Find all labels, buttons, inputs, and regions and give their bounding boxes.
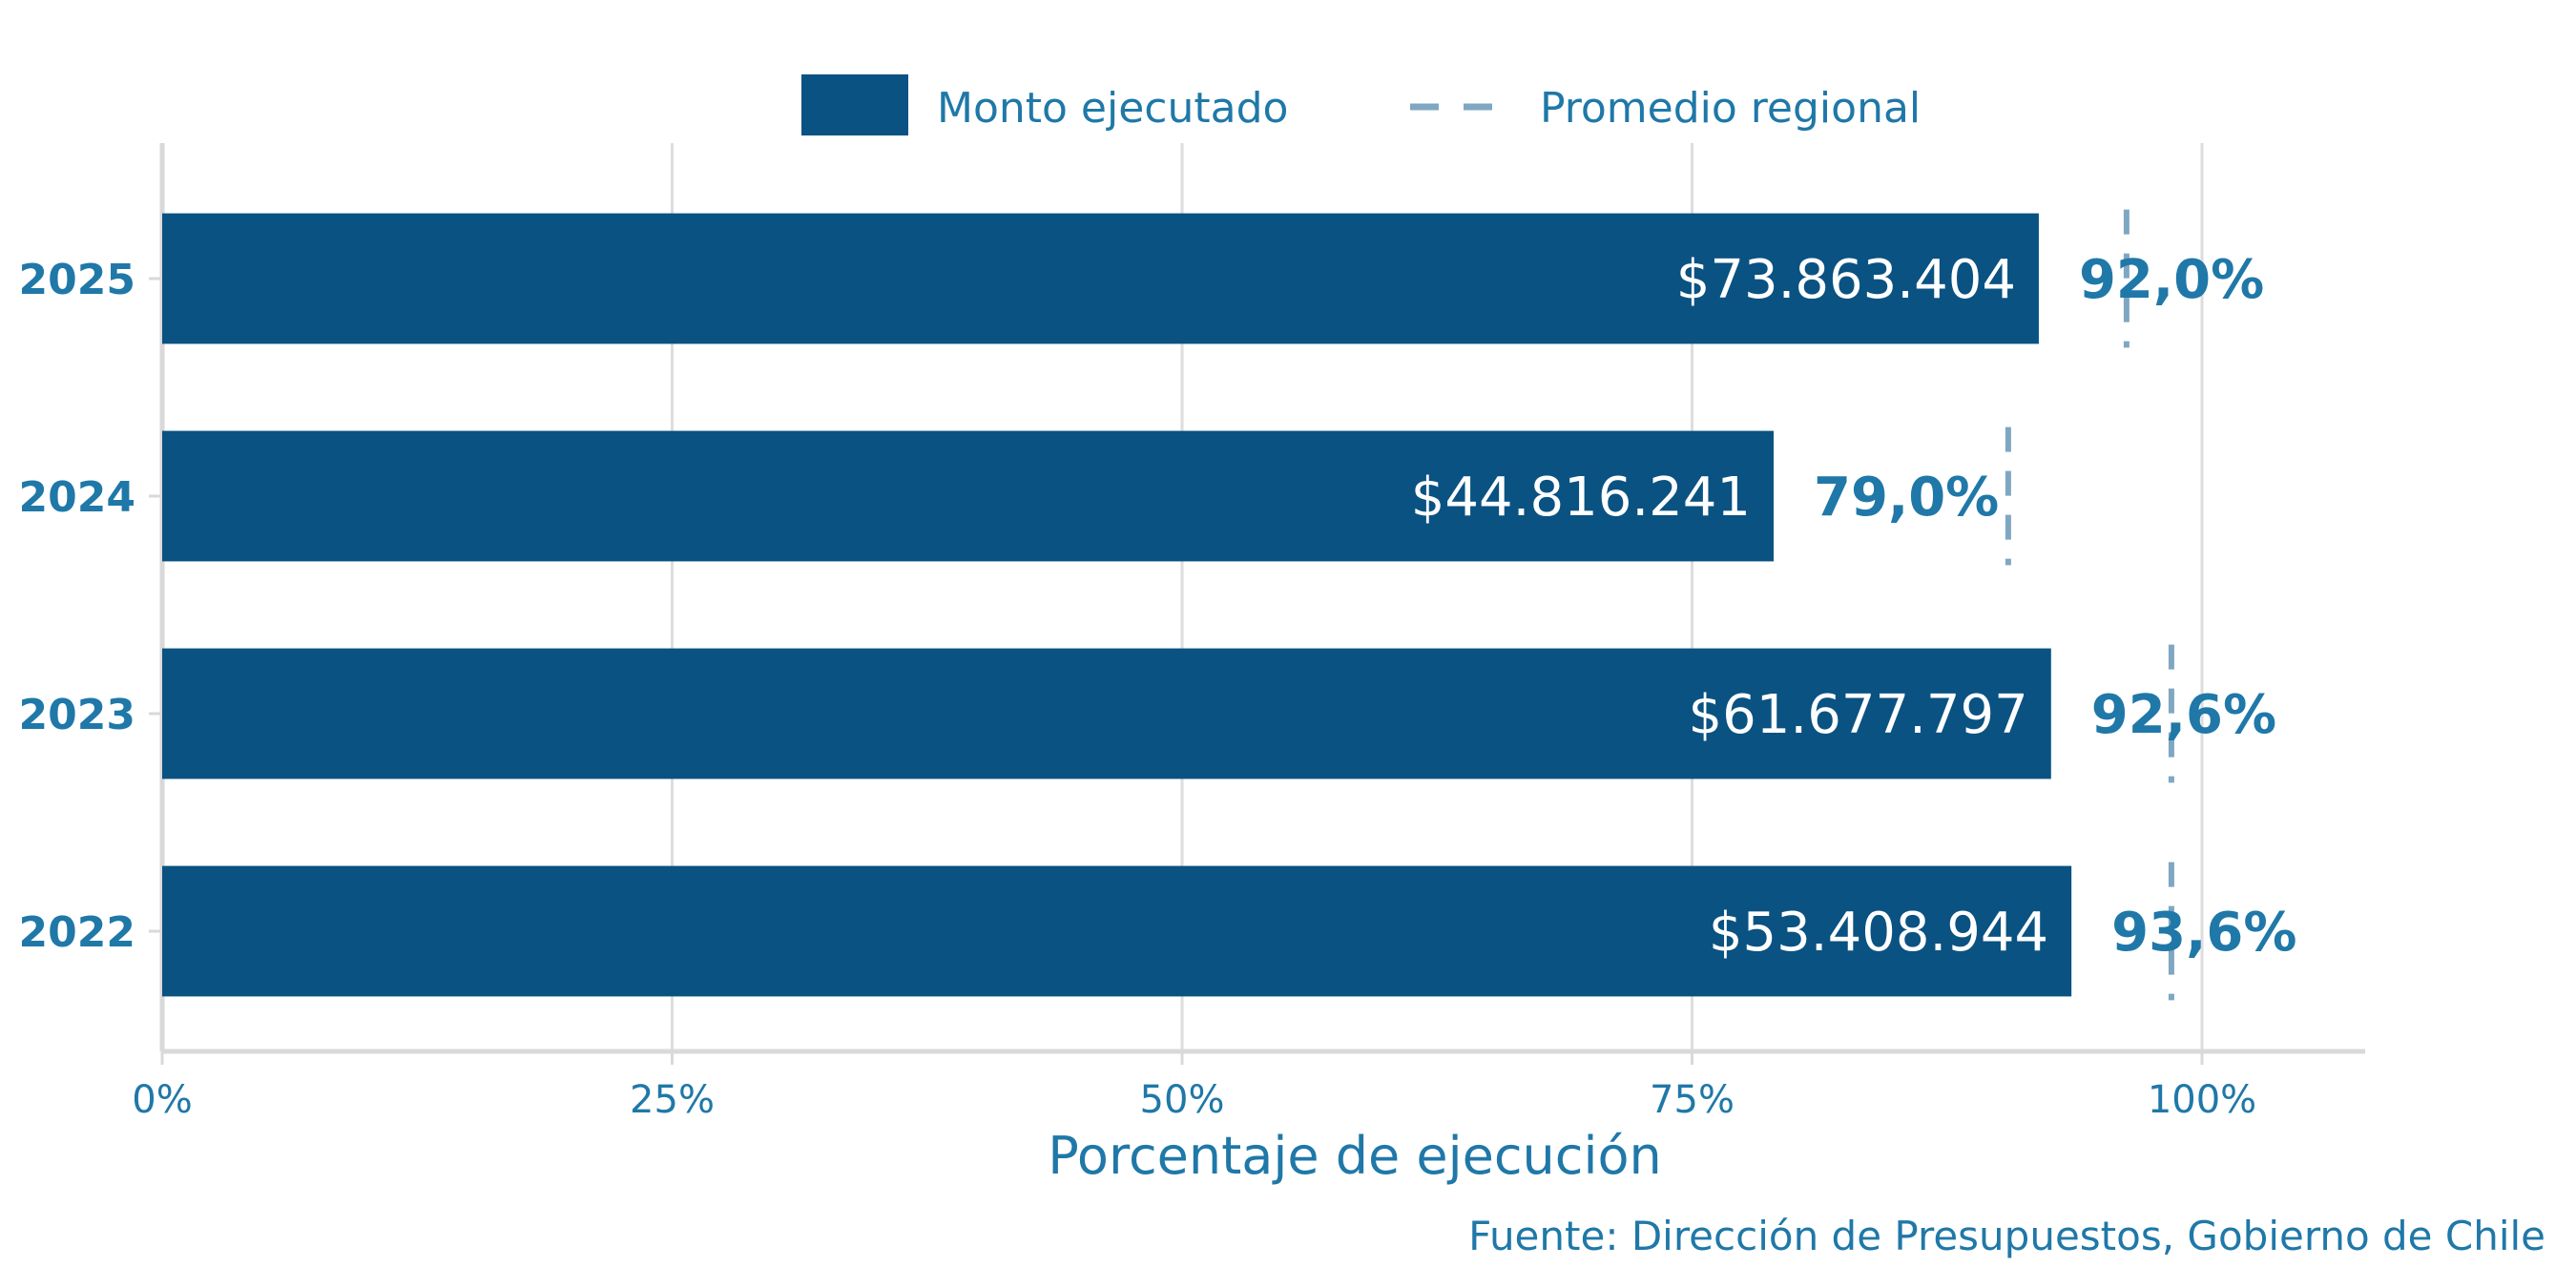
y-tick-label-2022: 2022 bbox=[19, 908, 135, 957]
bar-percent-label-2024: 79,0% bbox=[1814, 467, 1999, 529]
x-tick-label: 50% bbox=[1140, 1078, 1225, 1122]
bar-2024 bbox=[162, 430, 1775, 562]
bar-2023 bbox=[162, 648, 2051, 779]
legend-swatch-monto bbox=[801, 74, 908, 135]
legend: Monto ejecutado Promedio regional bbox=[801, 74, 1921, 135]
bar-amount-label-2022: $53.408.944 bbox=[1709, 902, 2048, 964]
source-caption: Fuente: Dirección de Presupuestos, Gobie… bbox=[1468, 1213, 2545, 1259]
labels: $73.863.404 92,0% $44.816.241 79,0% $61.677.… bbox=[1411, 209, 2296, 1001]
bar-amount-label-2023: $61.677.797 bbox=[1689, 684, 2028, 746]
bar-percent-label-2022: 93,6% bbox=[2111, 902, 2296, 964]
x-tick-label: 25% bbox=[630, 1078, 715, 1122]
y-tick-label-2023: 2023 bbox=[19, 691, 135, 739]
bar-percent-label-2023: 92,6% bbox=[2091, 684, 2276, 746]
y-tick-label-2025: 2025 bbox=[19, 256, 135, 304]
legend-label-monto: Monto ejecutado bbox=[937, 84, 1288, 133]
bars bbox=[162, 213, 2072, 997]
x-tick-label: 0% bbox=[132, 1078, 192, 1122]
x-tick-label: 75% bbox=[1650, 1078, 1735, 1122]
x-tick-label: 100% bbox=[2148, 1078, 2256, 1122]
bar-2025 bbox=[162, 213, 2039, 344]
bar-amount-label-2024: $44.816.241 bbox=[1411, 467, 1751, 529]
bar-amount-label-2025: $73.863.404 bbox=[1676, 249, 2016, 311]
axes: 0% 25% 50% 75% 100% 2025 2024 2023 2022 bbox=[19, 143, 2366, 1122]
legend-label-promedio: Promedio regional bbox=[1540, 84, 1921, 133]
bar-percent-label-2025: 92,0% bbox=[2079, 249, 2264, 311]
x-axis-title: Porcentaje de ejecución bbox=[1048, 1126, 1661, 1186]
y-tick-label-2024: 2024 bbox=[19, 473, 135, 522]
bar-2022 bbox=[162, 865, 2072, 997]
